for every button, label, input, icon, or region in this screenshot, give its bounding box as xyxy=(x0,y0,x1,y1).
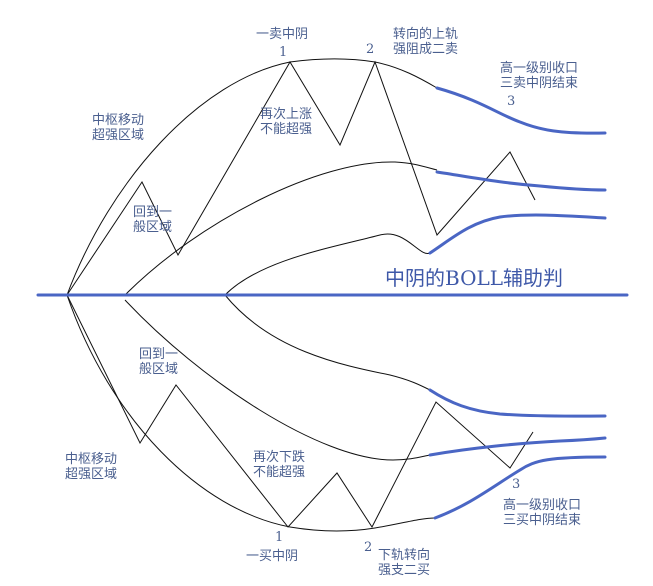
label-line: 三买中阴结束 xyxy=(503,513,582,528)
upper-band-inner-blue xyxy=(428,213,607,255)
label-sell2: 转向的上轨 强阻成二卖 xyxy=(393,27,458,57)
lower-band-outer xyxy=(66,294,436,532)
label-line: 回到一 xyxy=(139,347,179,362)
label-line: 中枢移动 xyxy=(92,113,145,128)
upper-band-outer xyxy=(66,58,438,296)
label-line: 转向的上轨 xyxy=(393,27,459,42)
label-line: 高一级别收口 xyxy=(500,61,579,76)
label-line: 下轨转向 xyxy=(378,548,431,563)
lower-band-inner-blue xyxy=(428,388,607,418)
lower-zigzag xyxy=(66,294,534,528)
label-top-3: 3 xyxy=(507,94,516,109)
label-line: 般区域 xyxy=(139,362,179,377)
lower-band-inner xyxy=(224,294,431,391)
label-sell3: 高一级别收口 三卖中阴结束 xyxy=(500,61,578,91)
diagram-title: 中阴的BOLL辅助判 xyxy=(385,266,564,290)
label-line: 超强区域 xyxy=(92,128,145,143)
label-bottom-not-strong: 再次下跌 不能超强 xyxy=(253,450,305,480)
label-bottom-3: 3 xyxy=(512,477,521,492)
label-top-2: 2 xyxy=(366,42,375,57)
lower-band-middle xyxy=(124,299,431,461)
label-line: 高一级别收口 xyxy=(503,498,582,513)
label-top-1: 1 xyxy=(279,45,288,60)
label-bottom-2: 2 xyxy=(364,540,373,555)
label-line: 不能超强 xyxy=(260,122,313,137)
label-line: 不能超强 xyxy=(253,465,306,480)
label-buy2: 下轨转向 强支二买 xyxy=(378,548,430,578)
label-buy1: 一买中阴 xyxy=(246,549,299,564)
label-line: 回到一 xyxy=(133,205,173,220)
label-sell1: 一卖中阴 xyxy=(256,27,309,42)
lower-band-middle-blue xyxy=(428,436,607,457)
label-buy3: 高一级别收口 三买中阴结束 xyxy=(503,498,581,528)
label-bottom-1: 1 xyxy=(275,530,284,545)
label-line: 三卖中阴结束 xyxy=(500,76,579,91)
label-line: 般区域 xyxy=(133,220,173,235)
label-top-not-strong: 再次上涨 不能超强 xyxy=(260,107,312,137)
upper-band-middle xyxy=(124,161,438,296)
label-line: 强阻成二卖 xyxy=(393,42,459,57)
label-bottom-normal-zone: 回到一 般区域 xyxy=(139,347,178,377)
label-line: 超强区域 xyxy=(65,467,118,482)
label-line: 中枢移动 xyxy=(65,452,118,467)
lower-band-outer-blue xyxy=(433,455,607,520)
label-line: 再次下跌 xyxy=(253,450,306,465)
label-top-strong-zone: 中枢移动 超强区域 xyxy=(92,113,144,143)
label-line: 再次上涨 xyxy=(260,107,313,122)
label-top-normal-zone: 回到一 般区域 xyxy=(133,205,172,235)
upper-band-inner xyxy=(224,233,431,296)
upper-band-middle-blue xyxy=(435,170,607,192)
label-line: 强支二买 xyxy=(378,563,431,578)
label-bottom-strong-zone: 中枢移动 超强区域 xyxy=(65,452,117,482)
upper-band-outer-blue xyxy=(435,86,607,135)
